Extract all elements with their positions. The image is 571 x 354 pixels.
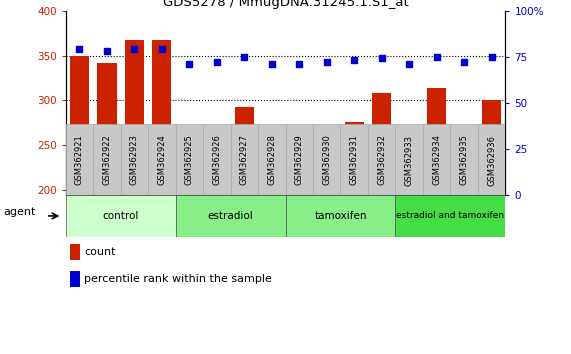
Title: GDS5278 / MmugDNA.31245.1.S1_at: GDS5278 / MmugDNA.31245.1.S1_at bbox=[163, 0, 408, 10]
Text: GSM362935: GSM362935 bbox=[460, 135, 469, 185]
Point bbox=[432, 54, 441, 59]
Point bbox=[267, 61, 276, 67]
Text: GSM362932: GSM362932 bbox=[377, 135, 386, 185]
Bar bbox=[70, 271, 80, 287]
Point bbox=[240, 54, 249, 59]
Text: GSM362931: GSM362931 bbox=[349, 135, 359, 185]
Bar bbox=[286, 124, 313, 195]
Text: control: control bbox=[102, 211, 139, 221]
Bar bbox=[395, 124, 423, 195]
Bar bbox=[70, 56, 89, 190]
Point bbox=[212, 59, 222, 65]
Point bbox=[75, 46, 84, 52]
Text: GSM362936: GSM362936 bbox=[487, 135, 496, 185]
Bar bbox=[93, 124, 120, 195]
Text: tamoxifen: tamoxifen bbox=[314, 211, 367, 221]
Text: GSM362925: GSM362925 bbox=[185, 135, 194, 185]
Point bbox=[130, 46, 139, 52]
Bar bbox=[120, 124, 148, 195]
Bar bbox=[451, 124, 478, 195]
Text: count: count bbox=[84, 247, 116, 257]
Bar bbox=[313, 124, 340, 195]
Point bbox=[377, 56, 386, 61]
Bar bbox=[427, 88, 447, 190]
Bar bbox=[66, 195, 176, 237]
Bar bbox=[286, 195, 395, 237]
Bar bbox=[176, 195, 286, 237]
Point bbox=[487, 54, 496, 59]
Text: GSM362933: GSM362933 bbox=[405, 135, 413, 185]
Text: agent: agent bbox=[3, 207, 35, 217]
Text: GSM362928: GSM362928 bbox=[267, 135, 276, 185]
Bar bbox=[207, 154, 227, 190]
Text: GSM362927: GSM362927 bbox=[240, 135, 249, 185]
Bar bbox=[231, 124, 258, 195]
Bar bbox=[340, 124, 368, 195]
Bar bbox=[317, 136, 336, 190]
Bar bbox=[372, 93, 391, 190]
Point bbox=[322, 59, 331, 65]
Text: GSM362934: GSM362934 bbox=[432, 135, 441, 185]
Point bbox=[405, 61, 414, 67]
Point bbox=[349, 57, 359, 63]
Bar bbox=[180, 173, 199, 190]
Bar bbox=[235, 107, 254, 190]
Bar bbox=[289, 169, 309, 190]
Point bbox=[295, 61, 304, 67]
Bar bbox=[148, 124, 176, 195]
Text: GSM362929: GSM362929 bbox=[295, 135, 304, 185]
Text: GSM362921: GSM362921 bbox=[75, 135, 84, 185]
Bar bbox=[97, 63, 116, 190]
Text: percentile rank within the sample: percentile rank within the sample bbox=[84, 274, 272, 284]
Bar bbox=[423, 124, 451, 195]
Text: estradiol and tamoxifen: estradiol and tamoxifen bbox=[396, 211, 504, 221]
Text: estradiol: estradiol bbox=[208, 211, 254, 221]
Point bbox=[102, 48, 111, 54]
Bar bbox=[455, 136, 474, 190]
Bar bbox=[400, 160, 419, 190]
Bar bbox=[203, 124, 231, 195]
Bar bbox=[368, 124, 395, 195]
Bar bbox=[344, 122, 364, 190]
Bar bbox=[124, 40, 144, 190]
Text: GSM362930: GSM362930 bbox=[322, 135, 331, 185]
Point bbox=[185, 61, 194, 67]
Bar bbox=[395, 195, 505, 237]
Point bbox=[157, 46, 166, 52]
Bar bbox=[152, 40, 171, 190]
Text: GSM362923: GSM362923 bbox=[130, 135, 139, 185]
Point bbox=[460, 59, 469, 65]
Text: GSM362926: GSM362926 bbox=[212, 135, 222, 185]
Bar bbox=[482, 101, 501, 190]
Text: GSM362922: GSM362922 bbox=[102, 135, 111, 185]
Text: GSM362924: GSM362924 bbox=[158, 135, 166, 185]
Bar bbox=[262, 173, 282, 190]
Bar bbox=[70, 244, 80, 260]
Bar bbox=[176, 124, 203, 195]
Bar bbox=[258, 124, 286, 195]
Bar bbox=[478, 124, 505, 195]
Bar bbox=[66, 124, 93, 195]
